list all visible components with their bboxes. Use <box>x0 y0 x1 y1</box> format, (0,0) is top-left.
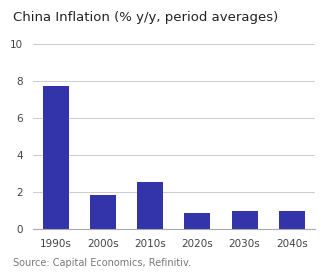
Text: China Inflation (% y/y, period averages): China Inflation (% y/y, period averages) <box>13 11 278 24</box>
Bar <box>90 195 116 229</box>
Text: Source: Capital Economics, Refinitiv.: Source: Capital Economics, Refinitiv. <box>13 257 191 268</box>
Bar <box>43 86 69 229</box>
Bar <box>232 211 257 229</box>
Bar <box>185 213 210 229</box>
Bar <box>279 211 305 229</box>
Bar <box>137 182 163 229</box>
